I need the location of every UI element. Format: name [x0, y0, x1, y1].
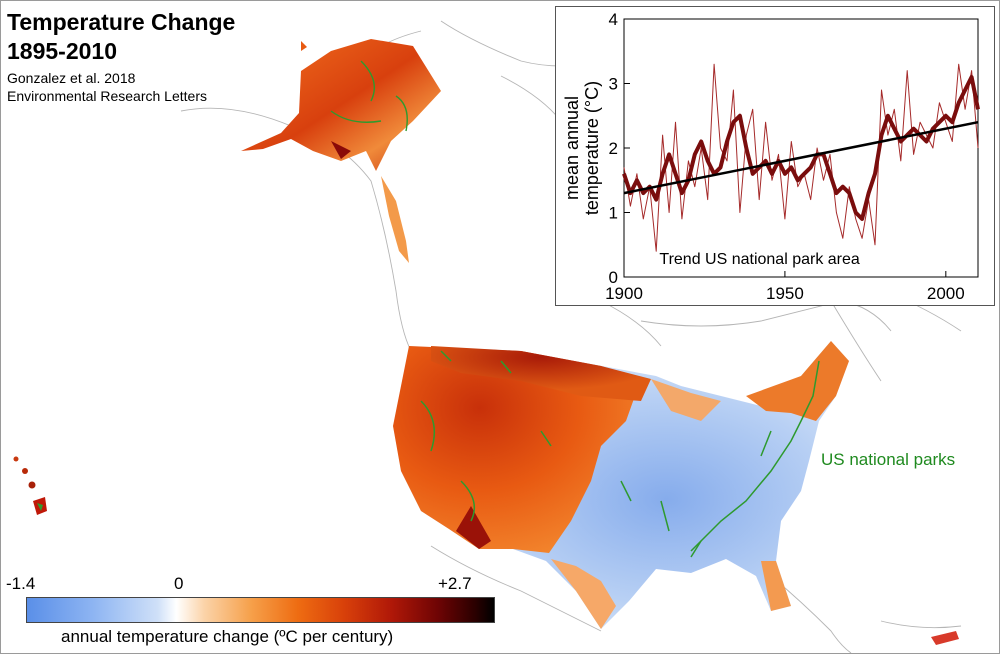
title-line-2: 1895-2010 — [7, 38, 117, 64]
legend-min-label: -1.4 — [6, 574, 36, 593]
x-tick-label: 1900 — [605, 284, 643, 303]
trend-chart: 0 1 2 3 4 1900 1950 2000 Trend US national park … — [555, 6, 995, 306]
parks-label: US national parks — [821, 450, 956, 469]
journal: Environmental Research Letters — [7, 88, 207, 104]
x-tick-label: 1950 — [766, 284, 804, 303]
alaska-region — [241, 39, 441, 263]
hawaii-region — [13, 456, 47, 515]
y-tick-label: 3 — [609, 75, 618, 94]
series-line-annual — [623, 63, 979, 252]
chart-annotation: Trend US national park area — [659, 251, 860, 268]
y-tick-label: 0 — [609, 268, 618, 287]
colorbar — [26, 597, 495, 623]
y-tick-label: 1 — [609, 204, 618, 223]
y-tick-label: 4 — [609, 10, 618, 29]
legend-max-label: +2.7 — [438, 574, 472, 593]
contiguous-us-region — [393, 341, 849, 629]
y-tick-label: 2 — [609, 139, 618, 158]
citation: Gonzalez et al. 2018 — [7, 70, 136, 86]
legend-zero-label: 0 — [174, 574, 184, 593]
national-parks-overlay — [420, 350, 820, 558]
series-line-trend — [623, 120, 979, 195]
puerto-rico-region — [931, 631, 959, 645]
legend-title: annual temperature change (ºC per centur… — [61, 627, 394, 646]
title-line-1: Temperature Change — [7, 9, 236, 35]
y-axis-label: mean annualtemperature (°C) — [562, 81, 602, 215]
x-tick-label: 2000 — [927, 284, 965, 303]
